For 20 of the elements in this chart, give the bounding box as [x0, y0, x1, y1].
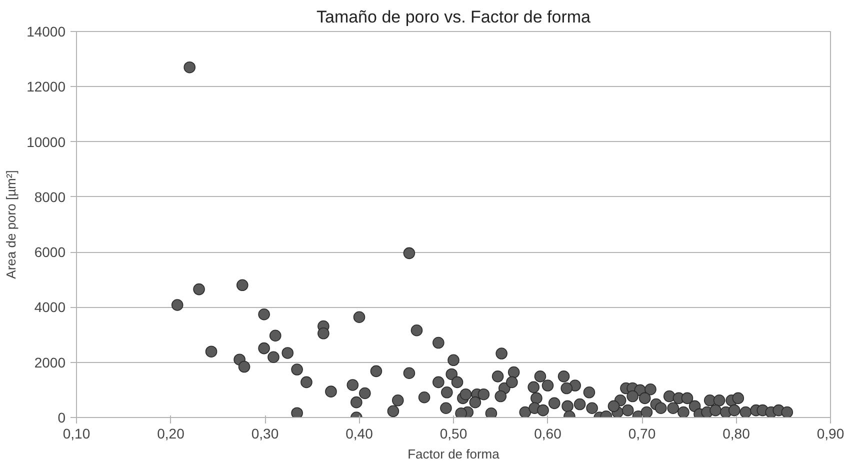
x-axis-title: Factor de forma [408, 446, 500, 462]
y-axis-title: Area de poro [µm²] [4, 170, 19, 279]
y-tick-label: 2000 [34, 354, 66, 370]
y-tick-label: 14000 [26, 24, 66, 40]
y-tick-label: 6000 [34, 244, 66, 260]
x-tick-label: 0,40 [346, 426, 374, 442]
x-tick-label: 0,60 [534, 426, 562, 442]
x-tick-label: 0,90 [816, 426, 844, 442]
y-tick-label: 8000 [34, 188, 66, 205]
x-tick-label: 0,30 [251, 426, 279, 442]
chart-title: Tamaño de poro vs. Factor de forma [316, 8, 592, 26]
x-tick-label: 0,70 [628, 426, 656, 442]
y-tick-label: 4000 [34, 299, 66, 316]
x-tick-label: 0,50 [440, 426, 468, 442]
y-tick-label: 12000 [26, 78, 66, 95]
x-tick-label: 0,80 [722, 426, 750, 442]
y-tick-label: 0 [58, 410, 66, 426]
y-tick-label: 10000 [26, 134, 66, 150]
x-tick-label: 0,10 [62, 426, 90, 442]
x-tick-label: 0,20 [157, 426, 185, 442]
